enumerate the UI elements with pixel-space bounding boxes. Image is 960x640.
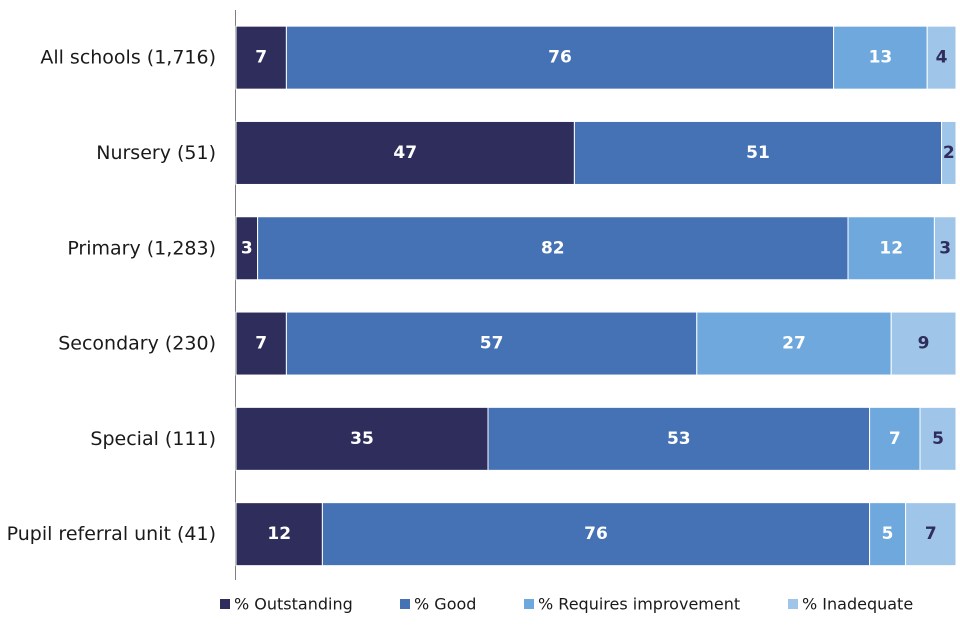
bar-inadequate-all-schools-1-716 bbox=[926, 25, 957, 90]
legend-swatch-good bbox=[400, 599, 410, 609]
data-label-good-nursery-51: 51 bbox=[746, 143, 770, 163]
data-label-inadequate-special-111: 5 bbox=[932, 429, 944, 449]
bar-outstanding-secondary-230 bbox=[235, 311, 287, 376]
category-label-pupil-referral-unit-41: Pupil referral unit (41) bbox=[7, 523, 216, 545]
bar-good-primary-1-283 bbox=[257, 216, 849, 281]
bar-good-all-schools-1-716 bbox=[285, 25, 835, 90]
data-label-outstanding-secondary-230: 7 bbox=[255, 334, 267, 354]
category-label-special-111: Special (111) bbox=[90, 428, 216, 450]
legend-swatch-outstanding bbox=[220, 599, 230, 609]
category-label-secondary-230: Secondary (230) bbox=[58, 333, 216, 355]
bar-inadequate-secondary-230 bbox=[890, 311, 957, 376]
legend-label-requires-improvement: % Requires improvement bbox=[538, 595, 740, 614]
legend-label-inadequate: % Inadequate bbox=[802, 595, 913, 614]
data-label-requires-improvement-pupil-referral-unit-41: 5 bbox=[882, 524, 894, 544]
data-label-good-primary-1-283: 82 bbox=[541, 238, 565, 258]
data-label-requires-improvement-secondary-230: 27 bbox=[782, 334, 806, 354]
data-label-good-pupil-referral-unit-41: 76 bbox=[584, 524, 608, 544]
legend-swatch-inadequate bbox=[788, 599, 798, 609]
legend-label-outstanding: % Outstanding bbox=[234, 595, 353, 614]
data-label-outstanding-all-schools-1-716: 7 bbox=[255, 48, 267, 68]
bar-outstanding-pupil-referral-unit-41 bbox=[235, 502, 323, 567]
bar-good-secondary-230 bbox=[285, 311, 698, 376]
data-label-inadequate-secondary-230: 9 bbox=[918, 334, 930, 354]
legend-label-good: % Good bbox=[414, 595, 476, 614]
bar-requires-improvement-secondary-230 bbox=[696, 311, 892, 376]
category-label-primary-1-283: Primary (1,283) bbox=[67, 237, 216, 259]
data-label-inadequate-pupil-referral-unit-41: 7 bbox=[925, 524, 937, 544]
data-label-good-all-schools-1-716: 76 bbox=[548, 48, 572, 68]
bars-group: 7 76 13 447 51 23 82 12 37 57 27 935 53 7 512 76 5 7 bbox=[235, 25, 957, 567]
data-label-inadequate-nursery-51: 2 bbox=[943, 143, 955, 163]
data-label-outstanding-nursery-51: 47 bbox=[393, 143, 417, 163]
bar-good-pupil-referral-unit-41 bbox=[321, 502, 871, 567]
bar-outstanding-special-111 bbox=[235, 406, 489, 471]
legend: % Outstanding % Good % Requires improvemen… bbox=[220, 595, 913, 614]
data-label-requires-improvement-primary-1-283: 12 bbox=[879, 238, 903, 258]
data-label-outstanding-special-111: 35 bbox=[350, 429, 374, 449]
bar-good-special-111 bbox=[487, 406, 871, 471]
data-label-good-special-111: 53 bbox=[667, 429, 691, 449]
data-label-inadequate-primary-1-283: 3 bbox=[939, 238, 951, 258]
data-label-inadequate-all-schools-1-716: 4 bbox=[936, 48, 948, 68]
data-label-requires-improvement-all-schools-1-716: 13 bbox=[869, 48, 893, 68]
bar-inadequate-pupil-referral-unit-41 bbox=[905, 502, 957, 567]
bar-inadequate-nursery-51 bbox=[941, 120, 957, 185]
bar-requires-improvement-all-schools-1-716 bbox=[833, 25, 928, 90]
bar-good-nursery-51 bbox=[573, 120, 943, 185]
bar-inadequate-special-111 bbox=[919, 406, 957, 471]
bar-inadequate-primary-1-283 bbox=[933, 216, 957, 281]
data-label-outstanding-primary-1-283: 3 bbox=[241, 238, 253, 258]
legend-swatch-requires-improvement bbox=[524, 599, 534, 609]
category-labels: All schools (1,716) Nursery (51) Primary (… bbox=[7, 47, 216, 546]
data-label-requires-improvement-special-111: 7 bbox=[889, 429, 901, 449]
data-label-good-secondary-230: 57 bbox=[480, 334, 504, 354]
category-label-all-schools-1-716: All schools (1,716) bbox=[40, 47, 216, 69]
category-label-nursery-51: Nursery (51) bbox=[96, 142, 216, 164]
bar-requires-improvement-special-111 bbox=[869, 406, 921, 471]
data-label-outstanding-pupil-referral-unit-41: 12 bbox=[267, 524, 291, 544]
bar-requires-improvement-pupil-referral-unit-41 bbox=[869, 502, 907, 567]
